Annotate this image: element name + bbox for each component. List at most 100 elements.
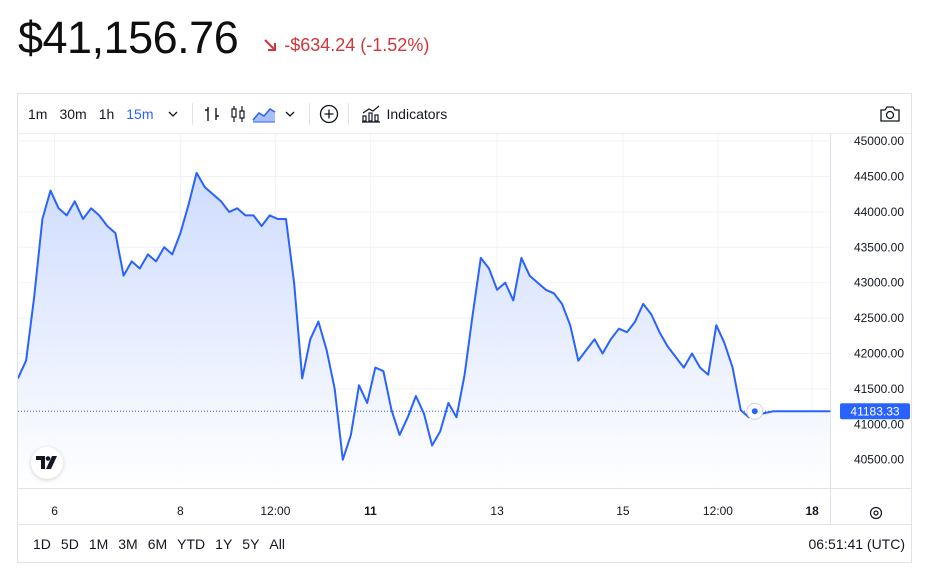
indicators-button[interactable]: Indicators	[355, 105, 454, 123]
price-point	[131, 260, 133, 263]
last-price-dot	[751, 408, 758, 415]
x-tick-label: 13	[490, 504, 504, 518]
candlestick-icon[interactable]	[225, 100, 251, 128]
arrow-down-right-icon	[264, 39, 277, 51]
price-point	[512, 299, 514, 301]
toolbar-divider	[191, 102, 193, 125]
price-point	[317, 321, 320, 323]
price-point	[520, 257, 523, 259]
price-point	[122, 275, 125, 277]
price-point	[699, 367, 701, 369]
price-point	[658, 331, 661, 333]
price-point	[244, 214, 246, 217]
interval-1m[interactable]: 1m	[28, 105, 48, 122]
price-point	[147, 253, 149, 255]
tradingview-logo[interactable]	[31, 447, 63, 479]
price-point	[325, 349, 328, 351]
x-tick-label: 18	[805, 504, 819, 518]
range-bar: 1D 5D 1M 3M 6M YTD 1Y 5Y All 06:51:41 (U…	[18, 524, 911, 562]
price-point	[602, 352, 604, 355]
price-point	[472, 313, 474, 316]
y-tick-label: 45000.00	[854, 134, 904, 148]
range-1m[interactable]: 1M	[88, 535, 109, 552]
price-point	[196, 172, 198, 174]
chart-widget: 1m 30m 1h 15m Indicators	[17, 93, 912, 563]
price-point	[114, 232, 117, 234]
y-tick-label: 44500.00	[854, 169, 904, 183]
price-point	[252, 214, 255, 217]
price-point	[723, 342, 726, 344]
price-point	[545, 289, 547, 291]
x-tick-label: 15	[616, 504, 630, 518]
last-price-badge	[840, 403, 910, 420]
price-point	[382, 370, 384, 372]
interval-30m[interactable]: 30m	[59, 105, 87, 122]
chart-type-chevron-icon[interactable]	[277, 100, 303, 128]
price-point	[805, 410, 807, 412]
range-all[interactable]: All	[269, 535, 285, 552]
utc-clock[interactable]: 06:51:41 (UTC)	[808, 536, 905, 552]
price-point	[772, 410, 774, 412]
price-point	[691, 352, 693, 355]
price-change-value: -$634.24 (-1.52%)	[284, 34, 430, 55]
price-point	[593, 338, 596, 340]
price-point	[496, 289, 498, 291]
price-point	[626, 331, 628, 333]
chevron-down-icon[interactable]	[160, 100, 186, 128]
price-point	[269, 214, 271, 217]
price-point	[49, 190, 52, 192]
bar-chart-icon[interactable]	[199, 100, 225, 128]
tradingview-logo-icon	[36, 456, 57, 469]
x-tick-label: 11	[364, 504, 377, 518]
price-chart[interactable]: 45000.00 44500.00 44000.00 43500.00 43000.00…	[18, 134, 911, 524]
y-tick-label: 41000.00	[854, 417, 904, 431]
price-point	[447, 402, 449, 404]
price-point	[293, 282, 295, 284]
price-point	[553, 292, 555, 294]
price-point	[618, 328, 620, 330]
price-point	[431, 444, 433, 447]
price-point	[715, 324, 717, 326]
price-point	[577, 359, 579, 362]
interval-1h[interactable]: 1h	[98, 105, 115, 122]
price-point	[212, 193, 214, 195]
range-ytd[interactable]: YTD	[177, 535, 206, 552]
price-point	[74, 200, 76, 202]
range-6m[interactable]: 6M	[147, 535, 168, 552]
price-point	[66, 214, 68, 217]
range-5y[interactable]: 5Y	[242, 535, 260, 552]
y-tick-label: 42500.00	[854, 311, 904, 325]
price-point	[537, 282, 539, 284]
area-chart-icon[interactable]	[251, 100, 277, 128]
price-point	[350, 434, 352, 436]
y-tick-label: 41500.00	[854, 382, 904, 396]
price-point	[585, 349, 588, 351]
settings-gear-icon[interactable]	[869, 506, 883, 520]
price-point	[390, 409, 393, 411]
price-point	[334, 388, 336, 390]
range-3m[interactable]: 3M	[118, 535, 138, 552]
price-point	[163, 246, 165, 248]
price-point	[18, 377, 19, 379]
range-1d[interactable]: 1D	[33, 535, 51, 552]
chart-toolbar: 1m 30m 1h 15m Indicators	[18, 94, 911, 134]
price-point	[261, 225, 263, 227]
price-point	[480, 257, 482, 259]
range-1y[interactable]: 1Y	[215, 535, 233, 552]
interval-15m[interactable]: 15m	[126, 105, 154, 122]
y-tick-label: 43000.00	[854, 276, 904, 290]
price-point	[358, 384, 360, 386]
price-point	[504, 282, 506, 284]
x-tick-label: 12:00	[703, 504, 733, 518]
price-point	[342, 459, 344, 461]
price-point	[25, 359, 27, 362]
camera-icon[interactable]	[877, 100, 903, 128]
price-point	[155, 260, 157, 263]
x-tick-label: 12:00	[260, 504, 290, 518]
y-tick-label: 43500.00	[854, 240, 904, 254]
price-point	[407, 416, 409, 418]
range-5d[interactable]: 5D	[60, 535, 79, 552]
price-point	[740, 409, 742, 411]
add-circle-icon[interactable]	[316, 100, 342, 128]
toolbar-divider	[347, 102, 349, 125]
